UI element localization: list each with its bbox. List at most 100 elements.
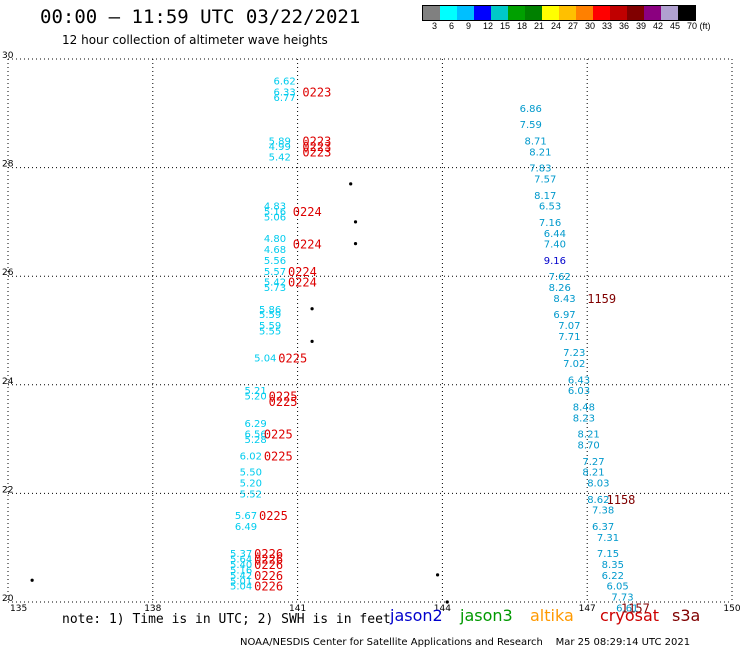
colorbar-swatch xyxy=(661,6,678,20)
swh-point-label: 8.71 xyxy=(524,136,546,147)
swh-point-label: 6.53 xyxy=(539,202,561,213)
x-tick-label: 147 xyxy=(579,604,596,614)
time-label: 0226 xyxy=(254,569,283,583)
colorbar-swatch xyxy=(508,6,525,20)
time-label: 0225 xyxy=(278,352,307,366)
colorbar-swatch xyxy=(644,6,661,20)
swh-point-label: 5.06 xyxy=(264,212,286,223)
footer-note: note: 1) Time is in UTC; 2) SWH is in fe… xyxy=(62,612,391,627)
swh-point-label: 6.86 xyxy=(520,104,542,115)
swh-point-label: 6.97 xyxy=(553,310,575,321)
swh-point-label: 5.20 xyxy=(245,392,267,403)
swh-point-label: 8.43 xyxy=(553,294,575,305)
colorbar-swatch xyxy=(474,6,491,20)
swh-point-label: 8.26 xyxy=(549,283,571,294)
swh-point-label: 5.21 xyxy=(245,386,267,397)
colorbar-label: 33 xyxy=(602,21,613,31)
swh-point-label: 6.33 xyxy=(273,88,295,99)
time-label: 1159 xyxy=(587,292,616,306)
island-mark xyxy=(435,573,440,577)
time-label: 0225 xyxy=(264,428,293,442)
time-label: 0226 xyxy=(254,547,283,561)
swh-point-label: 8.17 xyxy=(534,191,556,202)
swh-point-label: 5.50 xyxy=(240,468,262,479)
time-label: 0223 xyxy=(302,140,331,154)
time-label: 0225 xyxy=(259,509,288,523)
swh-point-label: 6.61 xyxy=(616,603,638,614)
y-tick-label: 22 xyxy=(2,485,13,495)
swh-point-label: 7.15 xyxy=(597,549,619,560)
swh-point-label: 7.27 xyxy=(582,457,604,468)
swh-point-label: 5.37 xyxy=(230,549,252,560)
swh-point-label: 8.23 xyxy=(573,413,595,424)
colorbar-label: 9 xyxy=(466,21,472,31)
colorbar xyxy=(422,5,696,21)
colorbar-swatch xyxy=(457,6,474,20)
swh-point-label: 7.71 xyxy=(558,332,580,343)
swh-point-label: 9.16 xyxy=(544,256,566,267)
colorbar-swatch xyxy=(576,6,593,20)
swh-point-label: 4.68 xyxy=(264,245,286,256)
colorbar-label: 18 xyxy=(517,21,528,31)
colorbar-swatch xyxy=(423,6,440,20)
swh-point-label: 7.73 xyxy=(611,593,633,604)
swh-point-label: 4.83 xyxy=(264,202,286,213)
island-mark xyxy=(353,220,358,224)
colorbar-label: 70 (ft) xyxy=(687,21,711,31)
swh-point-label: 6.77 xyxy=(273,93,295,104)
time-label: 0226 xyxy=(254,558,283,572)
swh-point-label: 7.40 xyxy=(544,240,566,251)
y-tick-label: 24 xyxy=(2,377,14,387)
swh-point-label: 6.02 xyxy=(240,451,262,462)
legend-s3a: s3a xyxy=(672,606,701,625)
swh-point-label: 5.57 xyxy=(264,267,286,278)
colorbar-swatch xyxy=(627,6,644,20)
swh-point-label: 4.80 xyxy=(264,234,286,245)
colorbar-label: 15 xyxy=(500,21,511,31)
colorbar-swatch xyxy=(440,6,457,20)
island-mark xyxy=(30,578,34,582)
swh-point-label: 4.99 xyxy=(269,142,291,153)
x-tick-label: 135 xyxy=(10,604,27,614)
swh-point-label: 5.56 xyxy=(264,256,286,267)
colorbar-label: 39 xyxy=(636,21,647,31)
swh-point-label: 6.62 xyxy=(273,77,295,88)
colorbar-swatch xyxy=(525,6,542,20)
legend-altika: altika xyxy=(530,606,574,625)
swh-point-label: 8.48 xyxy=(573,403,595,414)
time-label: 1158 xyxy=(607,493,636,507)
credit-line: NOAA/NESDIS Center for Satellite Applica… xyxy=(240,637,691,648)
x-tick-label: 150 xyxy=(723,604,740,614)
page-subtitle: 12 hour collection of altimeter wave hei… xyxy=(62,33,328,47)
swh-point-label: 5.40 xyxy=(230,560,252,571)
swh-point-label: 5.28 xyxy=(245,435,267,446)
y-tick-label: 30 xyxy=(2,51,14,61)
swh-point-label: 7.23 xyxy=(563,348,585,359)
swh-point-label: 5.73 xyxy=(264,283,286,294)
swh-point-label: 5.04 xyxy=(254,354,276,365)
swh-point-label: 5.67 xyxy=(235,511,257,522)
swh-point-label: 8.03 xyxy=(587,479,609,490)
swh-point-label: 6.22 xyxy=(602,571,624,582)
time-label: 0223 xyxy=(302,145,331,159)
island-mark xyxy=(349,182,353,186)
island-mark xyxy=(310,307,314,311)
swh-point-label: 7.57 xyxy=(534,174,556,185)
swh-point-label: 7.62 xyxy=(549,272,571,283)
swh-point-label: 6.03 xyxy=(568,386,590,397)
swh-point-label: 8.21 xyxy=(529,147,551,158)
y-tick-label: 28 xyxy=(2,160,14,170)
colorbar-label: 12 xyxy=(483,21,494,31)
x-tick-label: 144 xyxy=(434,604,451,614)
time-label: 0224 xyxy=(288,276,317,290)
swh-point-label: 7.07 xyxy=(558,321,580,332)
time-label: 0226 xyxy=(254,553,283,567)
time-label: 0224 xyxy=(293,238,322,252)
legend-cryosat: cryosat xyxy=(600,606,660,625)
swh-point-label: 7.02 xyxy=(563,359,585,370)
colorbar-swatch xyxy=(542,6,559,20)
x-tick-label: 138 xyxy=(144,604,161,614)
colorbar-label: 30 xyxy=(585,21,596,31)
colorbar-swatch xyxy=(610,6,627,20)
y-tick-label: 26 xyxy=(2,268,14,278)
